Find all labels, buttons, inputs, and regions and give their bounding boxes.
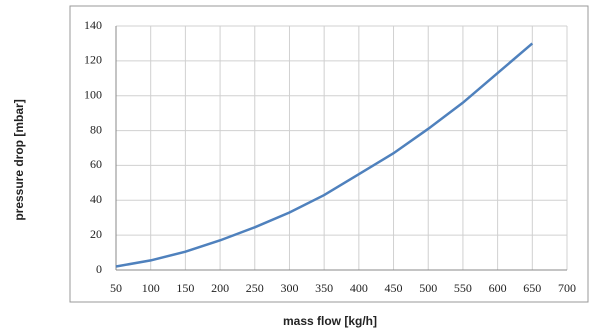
x-tick-label: 300 — [280, 281, 298, 295]
y-tick-label: 140 — [84, 18, 102, 32]
x-tick-label: 550 — [454, 281, 472, 295]
x-tick-label: 100 — [142, 281, 160, 295]
plot-frame — [69, 5, 589, 303]
y-tick-label: 40 — [90, 192, 102, 206]
x-tick-label: 500 — [419, 281, 437, 295]
y-axis-title: pressure drop [mbar] — [12, 99, 26, 220]
x-tick-label: 350 — [315, 281, 333, 295]
x-tick-label: 200 — [211, 281, 229, 295]
y-tick-label: 20 — [90, 227, 102, 241]
y-tick-label: 60 — [90, 157, 102, 171]
x-tick-label: 400 — [350, 281, 368, 295]
y-tick-label: 120 — [84, 53, 102, 67]
x-tick-label: 650 — [523, 281, 541, 295]
x-tick-label: 50 — [110, 281, 122, 295]
x-tick-label: 700 — [558, 281, 576, 295]
y-tick-label: 0 — [96, 262, 102, 276]
y-tick-label: 80 — [90, 122, 102, 136]
line-series — [115, 42, 534, 268]
x-tick-label: 600 — [489, 281, 507, 295]
x-axis-title: mass flow [kg/h] — [283, 314, 377, 328]
y-tick-label: 100 — [84, 87, 102, 101]
x-tick-label: 450 — [385, 281, 403, 295]
x-tick-label: 150 — [176, 281, 194, 295]
x-tick-label: 250 — [246, 281, 264, 295]
